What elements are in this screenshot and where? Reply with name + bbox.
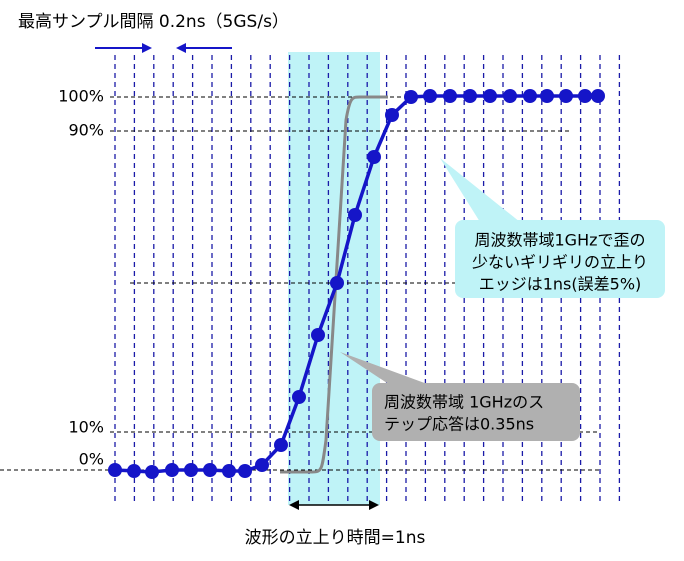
- sample-dot: [404, 90, 418, 104]
- sample-dot: [274, 438, 288, 452]
- sample-dot: [222, 464, 236, 478]
- callout-line: エッジは1ns(誤差5%): [479, 275, 642, 294]
- sample-dot: [255, 458, 269, 472]
- sample-dot: [184, 463, 198, 477]
- title: 最高サンプル間隔 0.2ns（5GS/s）: [18, 12, 289, 32]
- callout-line: 少ないギリギリの立上り: [472, 253, 648, 272]
- sample-dot: [385, 108, 399, 122]
- sample-dot: [238, 464, 252, 478]
- callout-line: 周波数帯域1GHzで歪の: [474, 231, 645, 250]
- sample-dot: [483, 89, 497, 103]
- sample-dot: [423, 89, 437, 103]
- sample-dot: [503, 89, 517, 103]
- sample-dot: [443, 89, 457, 103]
- sample-dot: [463, 89, 477, 103]
- sample-dot: [591, 89, 605, 103]
- interval-arrows: [95, 43, 232, 53]
- label-10: 10%: [68, 418, 104, 437]
- sample-dot: [292, 390, 306, 404]
- sample-dot: [330, 276, 344, 290]
- label-100: 100%: [58, 87, 104, 106]
- sample-dot: [523, 89, 537, 103]
- samples: [108, 89, 605, 479]
- sample-dot: [108, 463, 122, 477]
- sample-dot: [559, 89, 573, 103]
- sample-dot: [203, 463, 217, 477]
- sample-dot: [127, 464, 141, 478]
- callout-step: 周波数帯域 1GHzのス テップ応答は0.35ns: [340, 352, 580, 441]
- sample-dot: [311, 328, 325, 342]
- callout-line: 周波数帯域 1GHzのス: [384, 393, 544, 412]
- sample-dot: [540, 89, 554, 103]
- callout-bandwidth: 周波数帯域1GHzで歪の 少ないギリギリの立上り エッジは1ns(誤差5%): [440, 158, 665, 298]
- label-0: 0%: [79, 450, 104, 469]
- callout-line: テップ応答は0.35ns: [384, 415, 534, 434]
- label-90: 90%: [68, 121, 104, 140]
- rise-arrow: [289, 500, 379, 510]
- sample-dot: [367, 150, 381, 164]
- sample-dot: [348, 208, 362, 222]
- sample-dot: [578, 89, 592, 103]
- footer: 波形の立上り時間=1ns: [245, 528, 426, 548]
- sample-dot: [145, 465, 159, 479]
- sample-dot: [165, 463, 179, 477]
